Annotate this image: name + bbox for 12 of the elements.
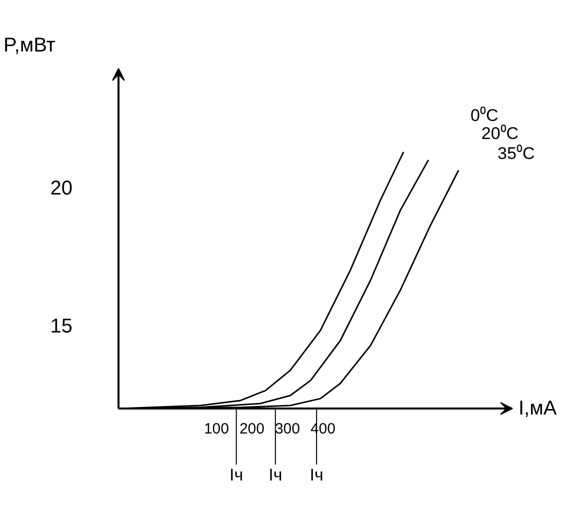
text: 20⁰C xyxy=(481,124,519,143)
y-tick-label: 15 xyxy=(50,316,73,338)
text: 0⁰C xyxy=(470,106,498,125)
ref-line-label: Iч xyxy=(310,466,324,484)
x-tick-label: 200 xyxy=(239,420,264,438)
text: 35⁰C xyxy=(498,144,535,164)
ref-line-label: Iч xyxy=(268,466,282,484)
x-tick-label: 100 xyxy=(204,420,229,438)
ref-line-label: Iч xyxy=(230,466,244,484)
x-axis-title: I,мА xyxy=(518,398,558,420)
y-tick-label: 20 xyxy=(50,177,73,200)
y-axis-title: P,мВт xyxy=(4,34,56,56)
